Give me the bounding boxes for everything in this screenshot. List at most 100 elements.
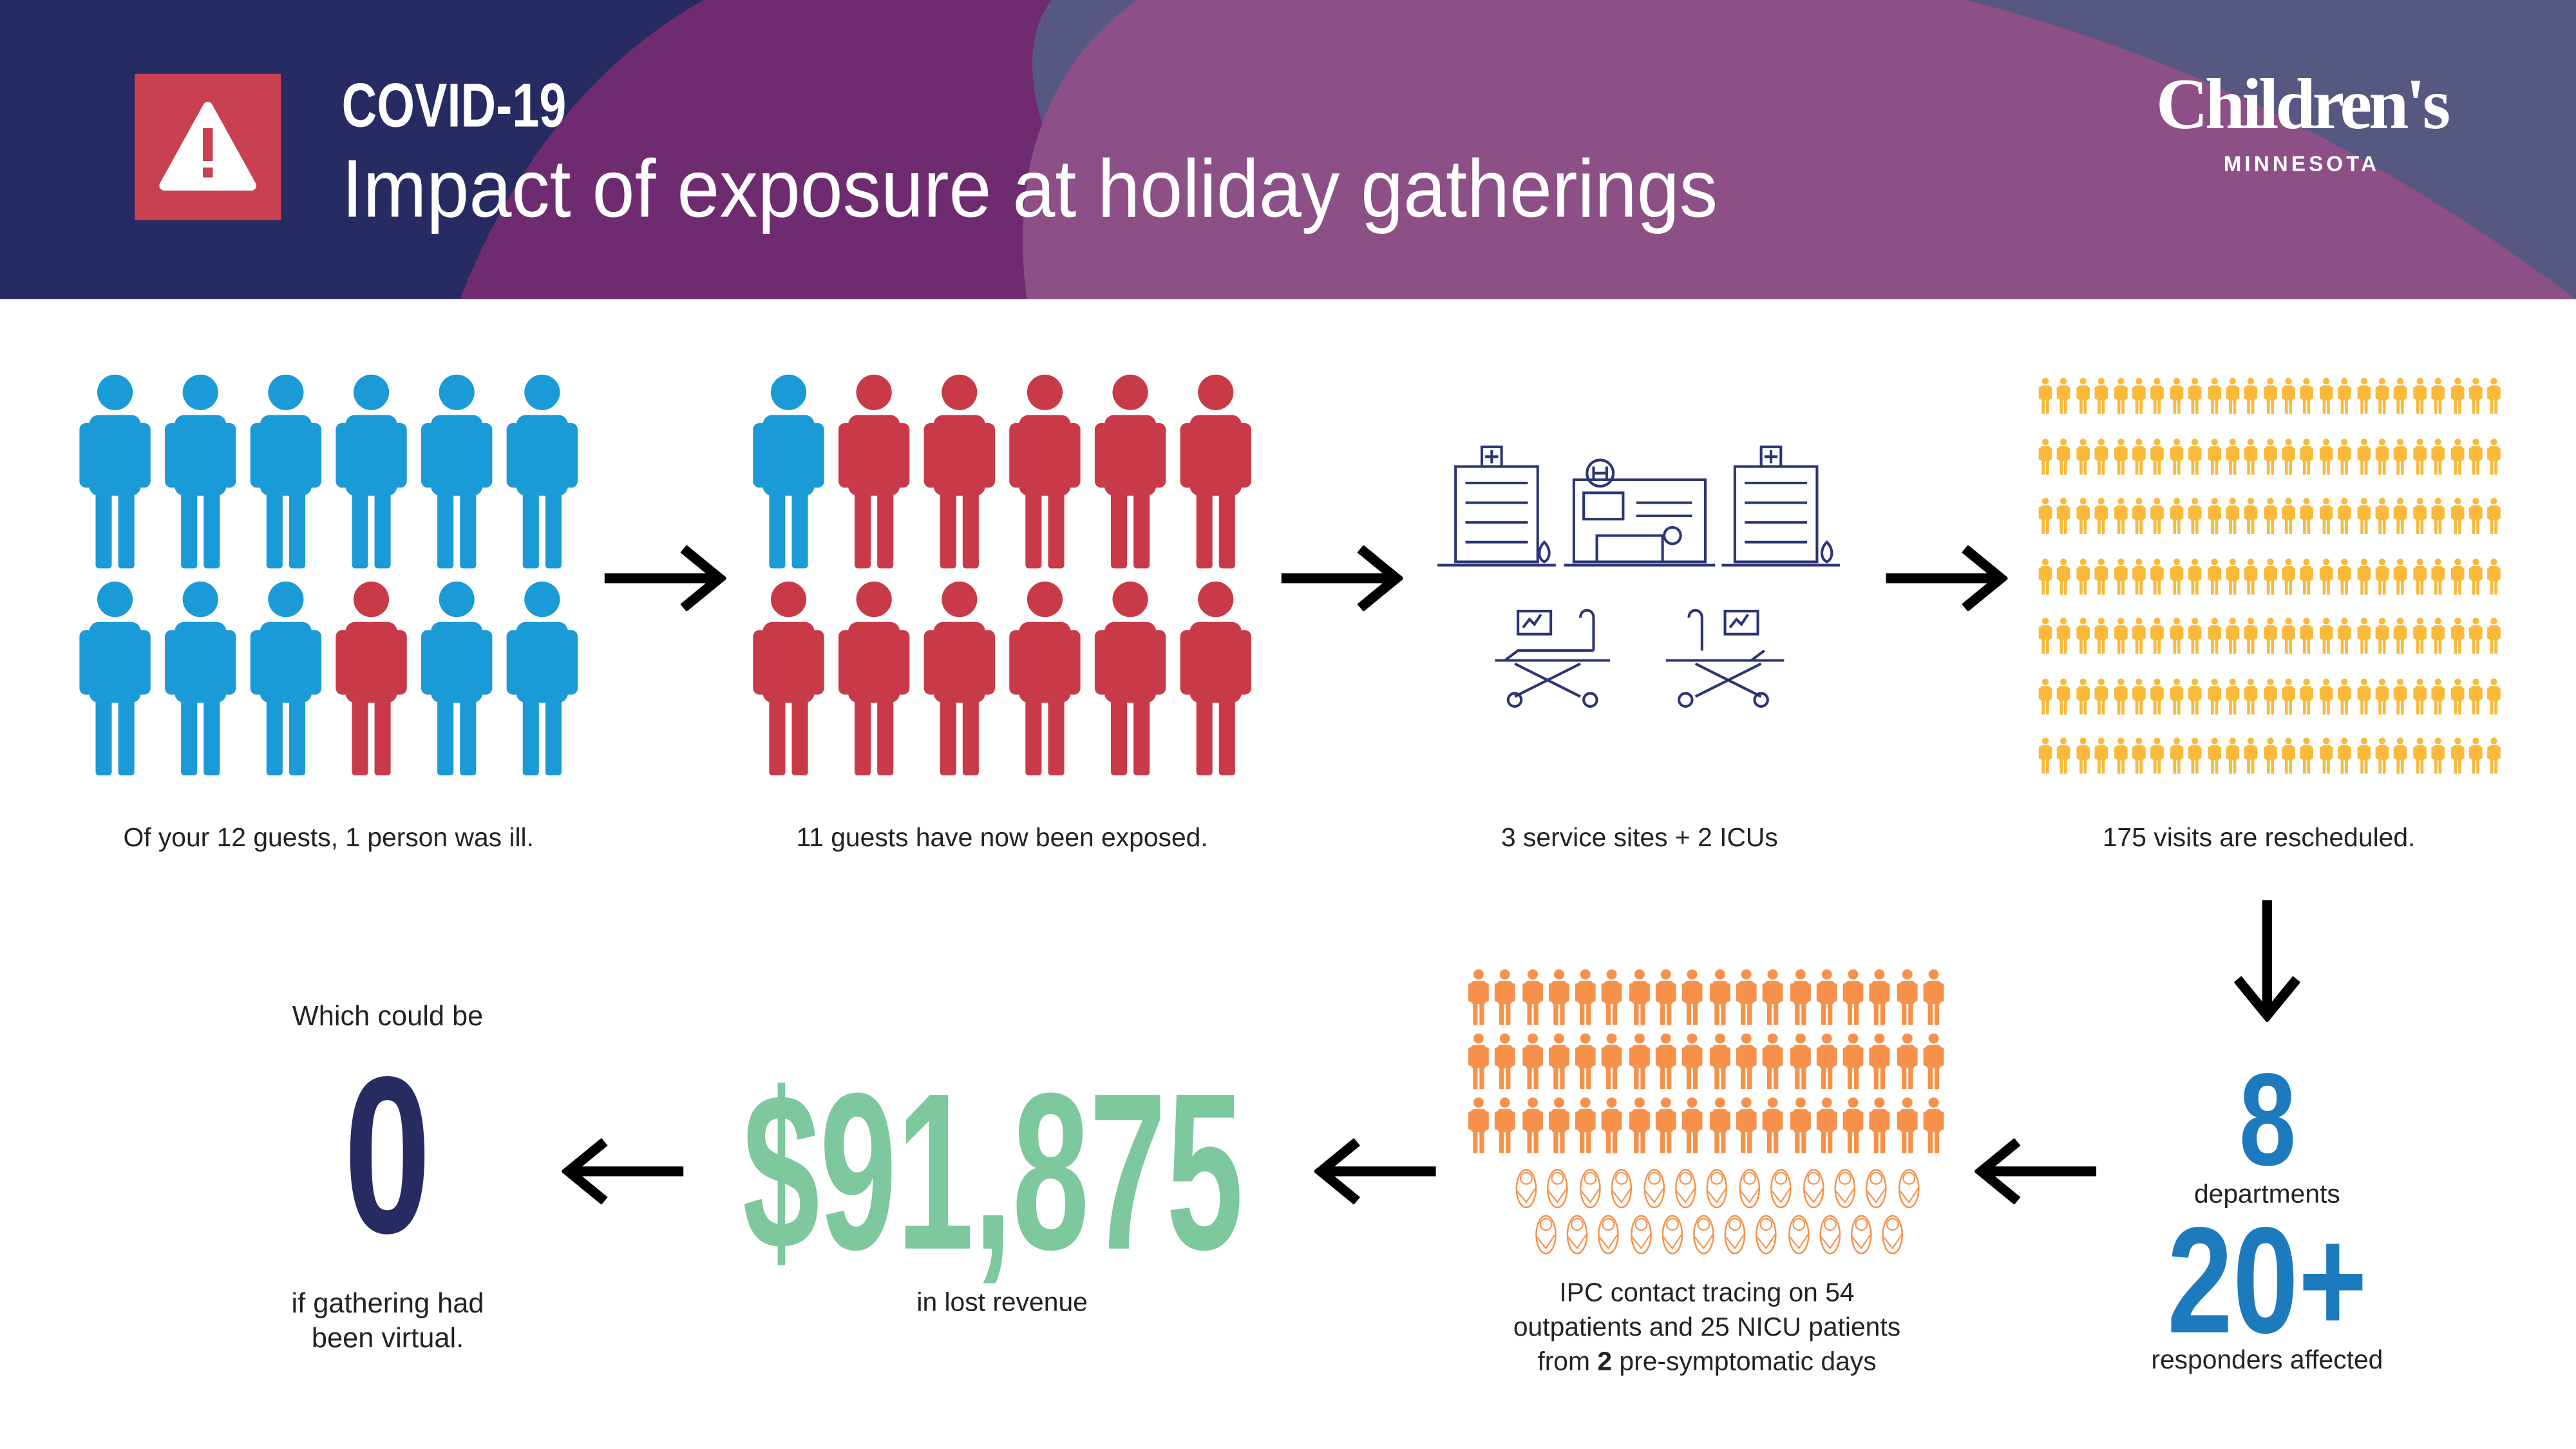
outpatient-person-icon bbox=[1843, 1033, 1864, 1090]
exposed-person-icon bbox=[1180, 582, 1251, 776]
exposed-person-icon bbox=[923, 374, 995, 569]
well-person-icon bbox=[79, 582, 151, 776]
visit-person-icon bbox=[2469, 737, 2483, 774]
visit-person-icon bbox=[2057, 737, 2071, 774]
outpatient-person-icon bbox=[1843, 969, 1864, 1025]
visit-person-icon bbox=[2207, 437, 2221, 474]
visit-person-icon bbox=[2319, 618, 2333, 654]
icu-bed-icon bbox=[1665, 609, 1785, 708]
hospital-icon bbox=[1721, 445, 1841, 567]
outpatient-person-icon bbox=[1789, 1097, 1810, 1153]
visit-person-icon bbox=[2282, 737, 2296, 774]
visit-person-icon bbox=[2207, 677, 2221, 714]
outpatient-person-icon bbox=[1789, 1033, 1810, 1090]
visit-person-icon bbox=[2282, 677, 2296, 714]
visit-person-icon bbox=[2076, 737, 2090, 774]
visit-person-icon bbox=[2170, 677, 2183, 714]
nicu-baby-icon bbox=[1611, 1169, 1633, 1209]
nicu-icons-grid bbox=[1515, 1168, 1920, 1209]
visit-person-icon bbox=[2094, 618, 2108, 654]
visit-person-icon bbox=[2356, 558, 2371, 594]
outpatient-person-icon bbox=[1870, 1033, 1891, 1090]
visit-person-icon bbox=[2094, 497, 2108, 535]
visit-person-icon bbox=[2263, 618, 2277, 654]
departments-count: 8 bbox=[2239, 1046, 2296, 1193]
visit-person-icon bbox=[2488, 677, 2501, 714]
visit-person-icon bbox=[2263, 497, 2277, 535]
visit-person-icon bbox=[2094, 737, 2108, 774]
visit-person-icon bbox=[2113, 618, 2127, 654]
nicu-baby-icon bbox=[1738, 1169, 1760, 1209]
visit-person-icon bbox=[2076, 437, 2090, 474]
visit-person-icon bbox=[2300, 497, 2315, 535]
visit-person-icon bbox=[2394, 618, 2408, 654]
outpatient-person-icon bbox=[1602, 1033, 1623, 1090]
visit-person-icon bbox=[2188, 618, 2202, 654]
outpatient-person-icon bbox=[1522, 969, 1542, 1025]
visit-person-icon bbox=[2394, 737, 2408, 774]
visit-person-icon bbox=[2226, 377, 2239, 414]
visit-person-icon bbox=[2076, 677, 2090, 714]
well-person-icon bbox=[250, 374, 322, 569]
outpatient-person-icon bbox=[1682, 1033, 1703, 1090]
visit-person-icon bbox=[2188, 497, 2202, 535]
visit-person-icon bbox=[2094, 437, 2108, 474]
visit-person-icon bbox=[2375, 618, 2389, 654]
exposed-person-icon bbox=[838, 582, 910, 776]
visit-person-icon bbox=[2338, 437, 2352, 474]
visit-person-icon bbox=[2300, 737, 2315, 774]
outpatient-person-icon bbox=[1816, 1033, 1837, 1090]
visit-person-icon bbox=[2057, 377, 2071, 414]
visit-person-icon bbox=[2394, 677, 2408, 714]
visit-person-icon bbox=[2207, 497, 2221, 535]
exposed-caption: 11 guests have now been exposed. bbox=[796, 824, 1208, 853]
well-person-icon bbox=[165, 582, 236, 776]
header-kicker: COVID-19 bbox=[341, 72, 567, 142]
visit-person-icon bbox=[2375, 558, 2389, 594]
visit-person-icon bbox=[2356, 618, 2371, 654]
visit-person-icon bbox=[2207, 737, 2221, 774]
visit-person-icon bbox=[2226, 737, 2239, 774]
visit-person-icon bbox=[2412, 437, 2427, 474]
visit-person-icon bbox=[2450, 677, 2464, 714]
visit-person-icon bbox=[2319, 677, 2333, 714]
visit-person-icon bbox=[2394, 377, 2408, 414]
outpatient-person-icon bbox=[1763, 1033, 1784, 1090]
visit-person-icon bbox=[2338, 377, 2352, 414]
icu-bed-icon bbox=[1495, 609, 1610, 708]
visit-person-icon bbox=[2300, 437, 2315, 474]
well-person-icon bbox=[753, 374, 824, 569]
responders-label: responders affected bbox=[2151, 1347, 2383, 1376]
visit-person-icon bbox=[2076, 558, 2090, 594]
visit-person-icon bbox=[2226, 618, 2239, 654]
warning-triangle-icon bbox=[159, 102, 256, 191]
visit-person-icon bbox=[2151, 618, 2164, 654]
visit-person-icon bbox=[2488, 497, 2501, 535]
visit-person-icon bbox=[2431, 437, 2445, 474]
visit-person-icon bbox=[2488, 377, 2501, 414]
lost-revenue-value: $91,875 bbox=[743, 1046, 1244, 1296]
visit-person-icon bbox=[2300, 618, 2315, 654]
outpatient-person-icon bbox=[1548, 1097, 1569, 1153]
visit-person-icon bbox=[2207, 377, 2221, 414]
visit-person-icon bbox=[2244, 737, 2258, 774]
visit-person-icon bbox=[2113, 677, 2127, 714]
visit-person-icon bbox=[2057, 618, 2071, 654]
visit-person-icon bbox=[2188, 437, 2202, 474]
exposed-person-icon bbox=[1094, 582, 1166, 776]
visit-person-icon bbox=[2057, 677, 2071, 714]
hospital-icon bbox=[1564, 459, 1716, 567]
exposed-person-icon bbox=[753, 582, 824, 776]
visit-person-icon bbox=[2151, 377, 2164, 414]
visit-person-icon bbox=[2113, 558, 2127, 594]
visit-person-icon bbox=[2338, 618, 2352, 654]
visit-person-icon bbox=[2132, 558, 2146, 594]
outpatient-person-icon bbox=[1575, 1097, 1596, 1153]
visit-person-icon bbox=[2226, 497, 2239, 535]
visit-person-icon bbox=[2450, 437, 2464, 474]
outpatient-person-icon bbox=[1763, 1097, 1784, 1153]
visit-person-icon bbox=[2151, 677, 2164, 714]
visit-person-icon bbox=[2038, 377, 2052, 414]
visit-person-icon bbox=[2450, 377, 2464, 414]
visit-person-icon bbox=[2319, 437, 2333, 474]
